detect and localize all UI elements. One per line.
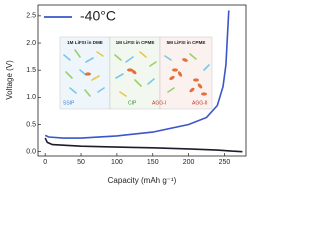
- inset-label: 5M LiFSI in CPME: [167, 40, 206, 45]
- inset-label: CIP: [128, 100, 137, 106]
- y-tick-label: 0.5: [26, 121, 36, 128]
- inset-panel: [159, 36, 213, 110]
- x-tick-label: 250: [219, 159, 231, 166]
- inset-label: 1M LiFSI in CPME: [116, 40, 155, 45]
- data-line: [44, 10, 230, 139]
- inset-label: 1M LiFSI in DME: [67, 40, 103, 45]
- chart: Capacity (mAh g⁻¹) Voltage (V) 1M LiF: [5, 4, 247, 185]
- y-tick-label: 1.0: [26, 94, 36, 101]
- molecules: [63, 49, 210, 97]
- page: {"chart_data": {"type": "line", "xlabel"…: [5, 4, 247, 186]
- legend-label: -40°C: [80, 8, 116, 24]
- inset-label: SSIP: [63, 100, 75, 106]
- x-tick-label: 100: [111, 159, 123, 166]
- y-axis-label: Voltage (V): [5, 60, 14, 100]
- plot-frame: [37, 4, 247, 157]
- ion-clusters: [85, 58, 207, 96]
- y-tick-label: 2.0: [26, 40, 36, 47]
- inset: 1M LiFSI in DME 1M LiFSI in CPME 5M LiFS…: [59, 36, 213, 110]
- data-line: [44, 137, 243, 153]
- x-tick-label: 200: [183, 159, 195, 166]
- x-tick-label: 50: [77, 159, 85, 166]
- y-tick-label: 2.5: [26, 13, 36, 20]
- x-tick-label: 0: [43, 159, 47, 166]
- inset-panel: [59, 36, 111, 110]
- y-tick-label: 0.0: [26, 148, 36, 155]
- y-tick-label: 1.5: [26, 67, 36, 74]
- x-tick-label: 150: [147, 159, 159, 166]
- inset-label: AGG-II: [192, 100, 208, 106]
- inset-label: AGG-I: [152, 100, 166, 106]
- x-axis-label: Capacity (mAh g⁻¹): [108, 176, 177, 185]
